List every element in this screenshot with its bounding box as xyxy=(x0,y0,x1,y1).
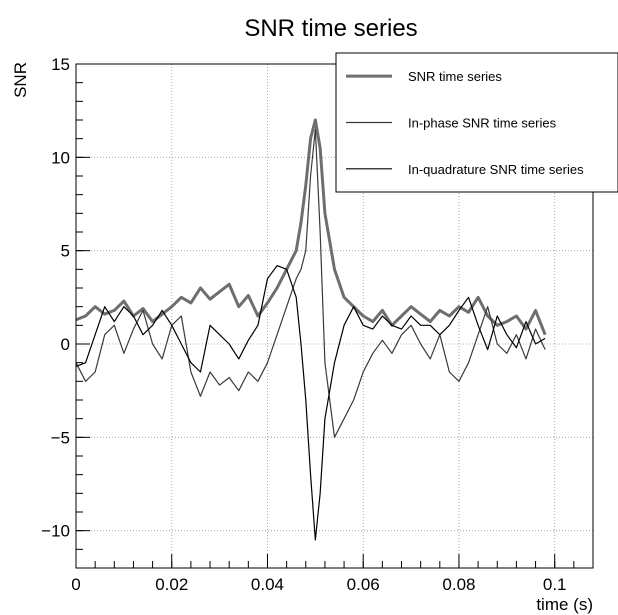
x-tick-label: 0.1 xyxy=(543,575,567,594)
series-line xyxy=(75,118,547,336)
series-line xyxy=(75,128,546,438)
y-tick-label: 10 xyxy=(51,148,70,167)
y-tick-label: −10 xyxy=(41,522,70,541)
y-tick-label: −5 xyxy=(51,428,70,447)
plot-frame xyxy=(75,63,594,569)
series-line xyxy=(75,265,546,541)
x-tick-label: 0.06 xyxy=(347,575,380,594)
x-tick-label: 0.08 xyxy=(442,575,475,594)
legend: SNR time series In-phase SNR time series I… xyxy=(335,52,618,193)
y-axis-title: SNR xyxy=(11,62,30,98)
x-axis-title: time (s) xyxy=(536,595,593,614)
series-layer xyxy=(75,118,547,541)
chart-title: SNR time series xyxy=(244,15,417,42)
x-tick-label: 0.02 xyxy=(155,575,188,594)
x-tick-label: 0 xyxy=(71,575,80,594)
y-tick-label: 0 xyxy=(61,335,70,354)
legend-entry-label: In-phase SNR time series xyxy=(408,116,557,131)
y-tick-label: 5 xyxy=(61,242,70,261)
legend-entry-label: SNR time series xyxy=(408,69,502,84)
y-tick-label: 15 xyxy=(51,55,70,74)
axes-layer: 0 0.02 0.04 0.06 0.08 0.1 −10 −5 0 5 10 15 xyxy=(41,55,594,594)
x-tick-label: 0.04 xyxy=(251,575,284,594)
legend-entry-label: In-quadrature SNR time series xyxy=(408,162,584,177)
